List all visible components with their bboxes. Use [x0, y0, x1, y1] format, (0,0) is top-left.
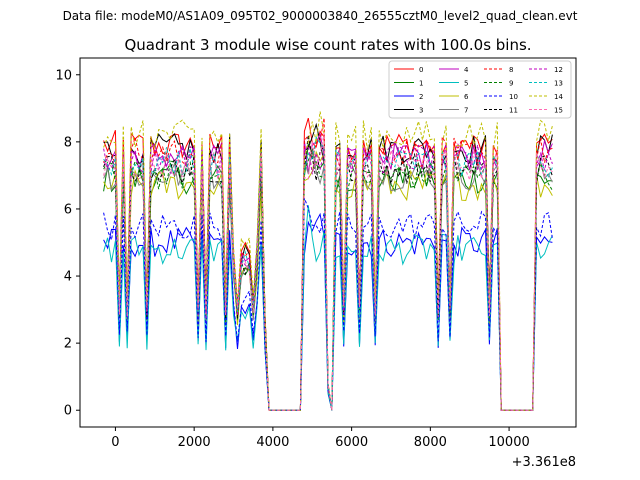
- y-tick-label: 8: [64, 135, 72, 150]
- y-tick-label: 2: [64, 337, 72, 352]
- legend-label-13: 13: [554, 80, 563, 88]
- legend-label-9: 9: [509, 80, 513, 88]
- legend-box: [388, 60, 572, 119]
- plot-frame: [79, 57, 577, 428]
- y-axis: 0 2 4 6 8 10: [55, 68, 80, 419]
- y-tick-label: 4: [64, 270, 72, 285]
- x-tick-label: 4000: [256, 435, 289, 450]
- legend-label-4: 4: [464, 66, 469, 74]
- legend-label-15: 15: [554, 107, 563, 115]
- x-tick-label: 6000: [335, 435, 368, 450]
- chart-title: Quadrant 3 module wise count rates with …: [124, 36, 531, 54]
- series-line-15: [103, 133, 553, 411]
- legend-label-12: 12: [554, 66, 563, 74]
- legend-label-11: 11: [509, 107, 518, 115]
- y-tick-label: 10: [55, 68, 72, 83]
- series-lines: [103, 111, 553, 411]
- legend-label-10: 10: [509, 93, 518, 101]
- legend-label-1: 1: [419, 80, 423, 88]
- x-tick-label: 2000: [178, 435, 211, 450]
- x-tick-label: 8000: [414, 435, 447, 450]
- legend-label-5: 5: [464, 80, 468, 88]
- legend-label-14: 14: [554, 93, 563, 101]
- legend-label-0: 0: [419, 66, 423, 74]
- y-tick-label: 6: [64, 202, 72, 217]
- legend-label-3: 3: [419, 107, 423, 115]
- series-line-13: [103, 135, 553, 411]
- x-tick-label: 0: [111, 435, 119, 450]
- series-line-5: [103, 205, 553, 411]
- legend-label-8: 8: [509, 66, 513, 74]
- series-line-10: [103, 197, 553, 411]
- legend-label-2: 2: [419, 93, 423, 101]
- legend-label-6: 6: [464, 93, 469, 101]
- x-tick-label: 10000: [488, 435, 529, 450]
- chart-suptitle: Data file: modeM0/AS1A09_095T02_90000038…: [63, 9, 578, 23]
- x-offset-label: +3.361e8: [512, 455, 576, 470]
- y-tick-label: 0: [64, 404, 72, 419]
- series-line-9: [103, 147, 553, 411]
- x-axis: 0 2000 4000 6000 8000 10000: [111, 427, 530, 450]
- legend-label-7: 7: [464, 107, 468, 115]
